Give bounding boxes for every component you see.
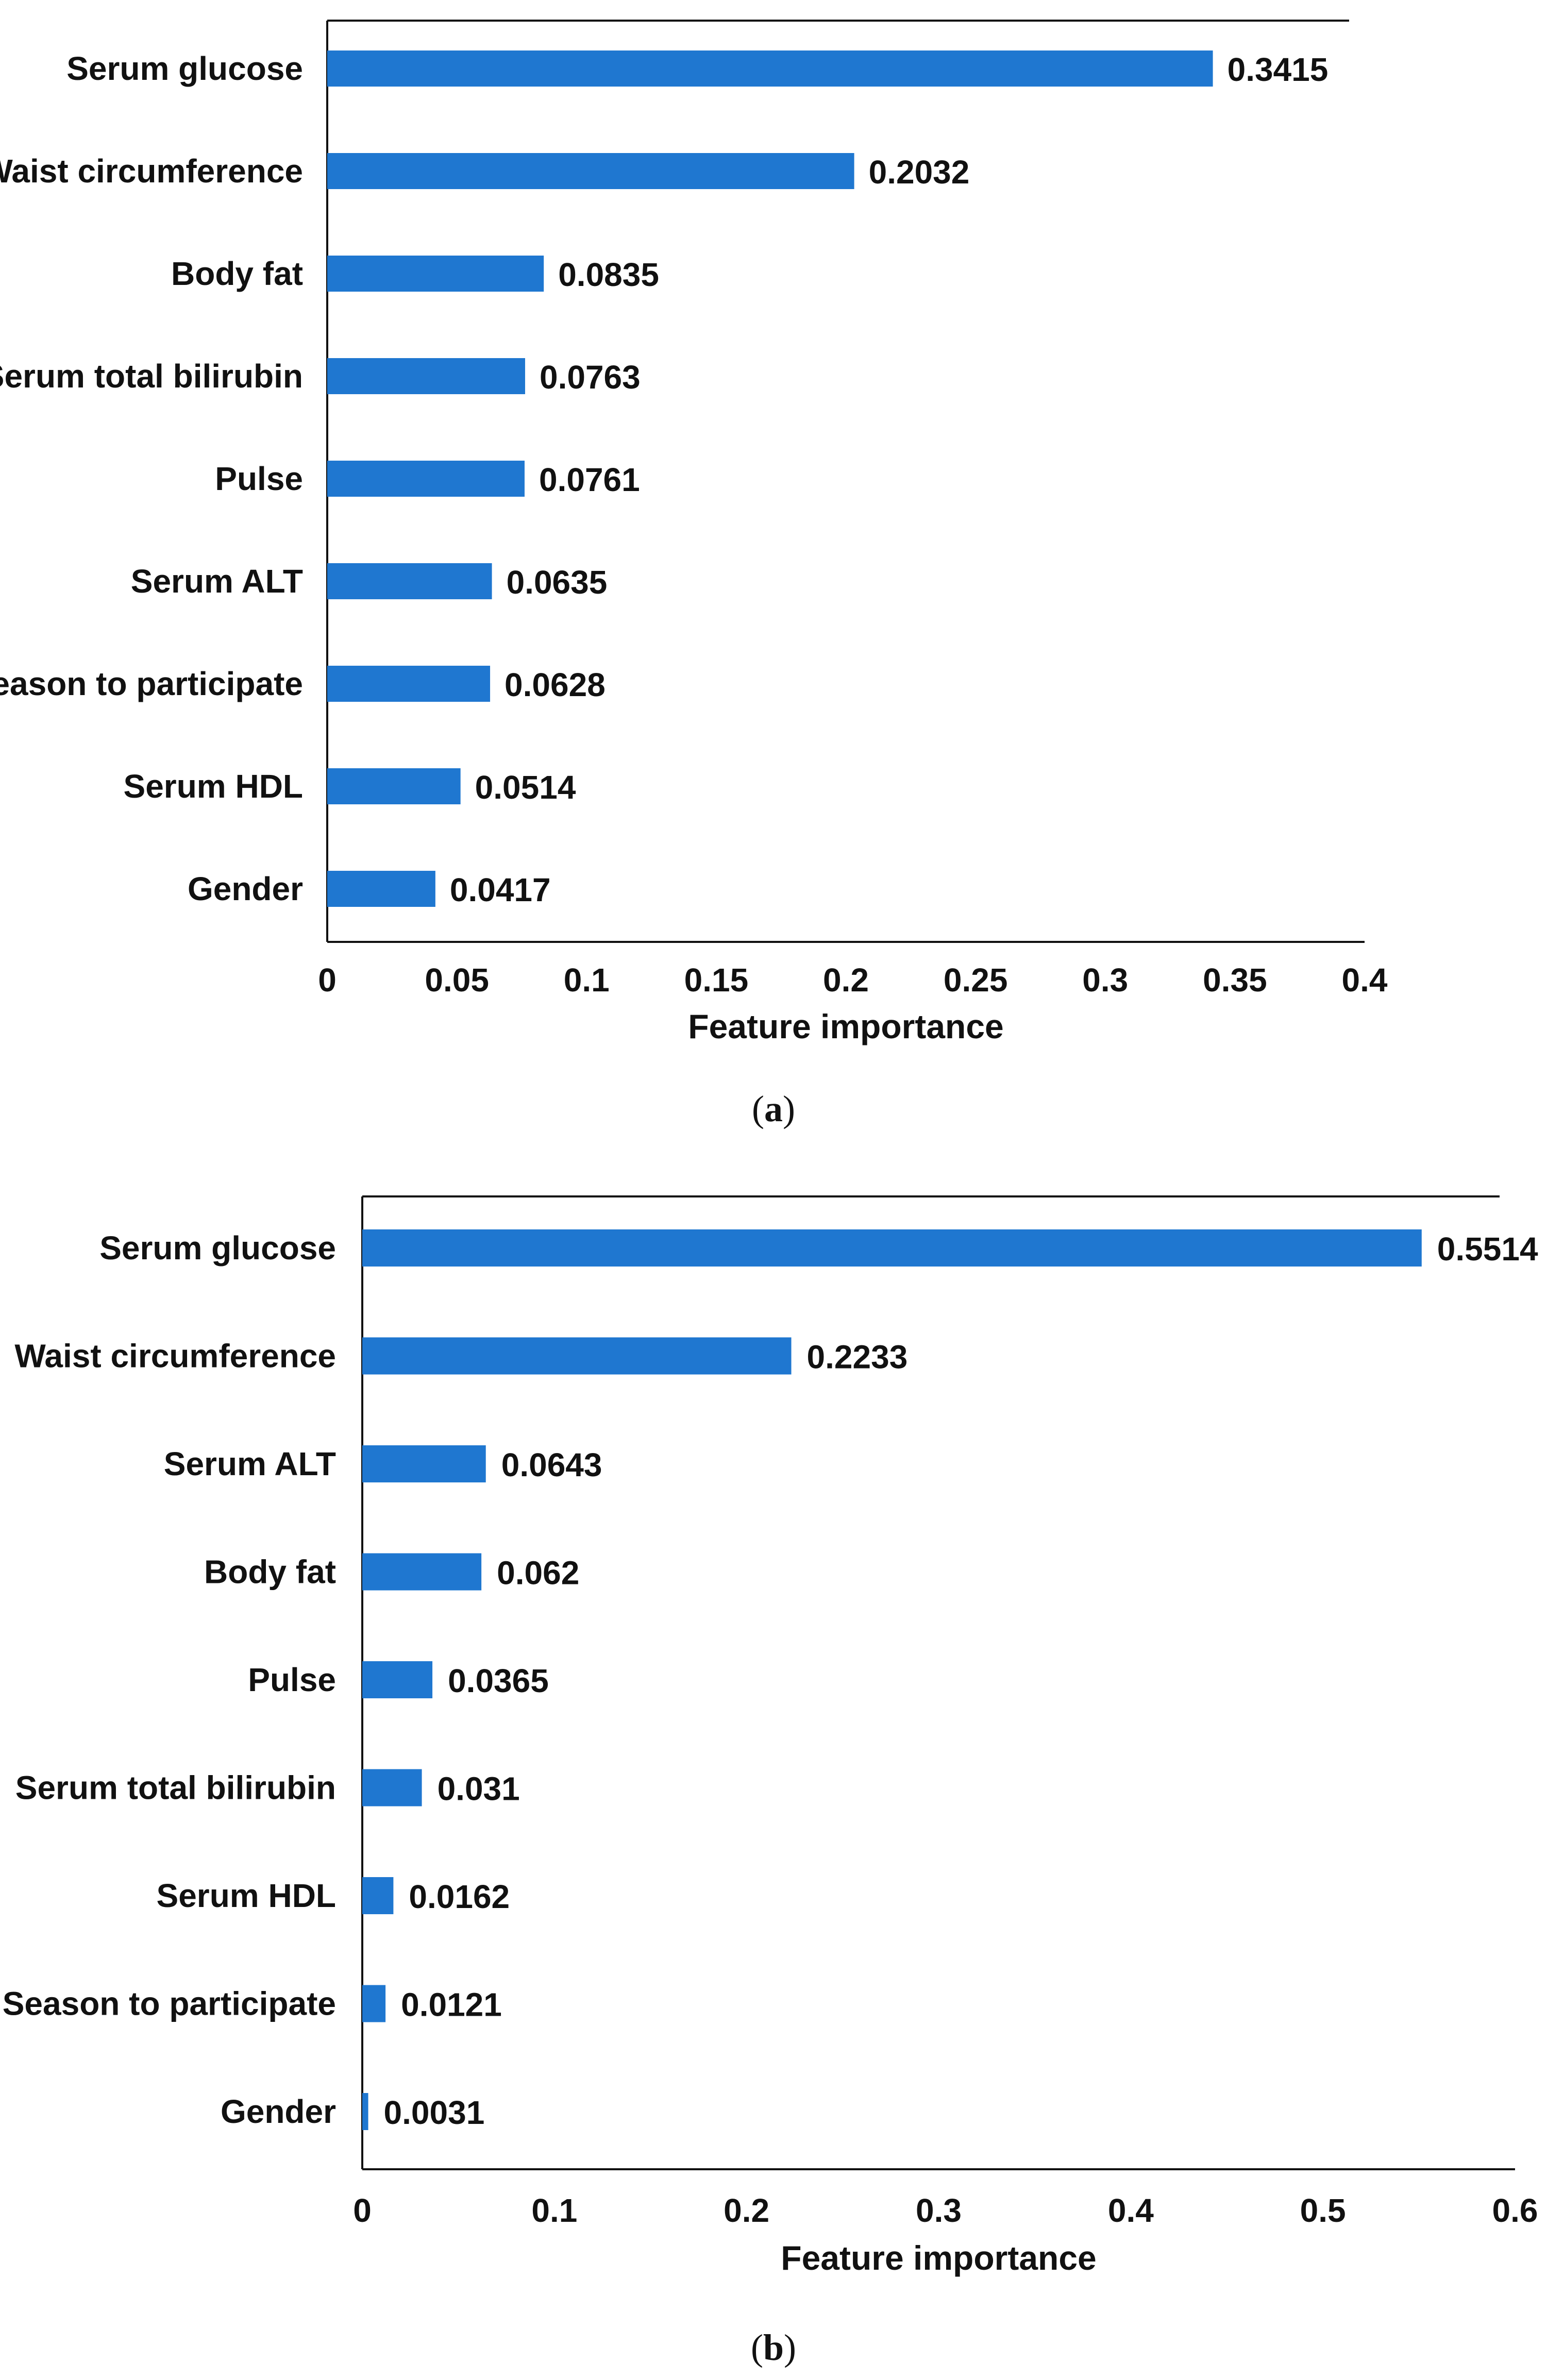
category-label: Serum ALT (131, 563, 303, 600)
category-label: Serum ALT (164, 1445, 336, 1482)
x-tick-label: 0 (318, 961, 337, 999)
x-tick-label: 0.25 (944, 961, 1008, 999)
category-label: Serum HDL (157, 1877, 337, 1914)
bar (362, 1229, 1422, 1267)
bar (362, 2093, 368, 2130)
x-tick-label: 0.05 (425, 961, 489, 999)
x-tick-label: 0.3 (916, 2192, 962, 2229)
x-axis-title: Feature importance (688, 1007, 1004, 1045)
x-tick-label: 0.4 (1108, 2192, 1154, 2229)
bar (362, 1985, 386, 2022)
value-label: 0.3415 (1227, 51, 1329, 88)
value-label: 0.0417 (450, 871, 551, 908)
value-label: 0.0643 (501, 1446, 602, 1483)
bar (327, 461, 525, 497)
category-label: Season to participate (0, 665, 303, 702)
panel-caption: (b) (751, 2327, 796, 2368)
category-label: Season to participate (3, 1985, 336, 2022)
category-label: Gender (221, 2093, 336, 2130)
bar (327, 358, 525, 394)
x-tick-label: 0.1 (531, 2192, 577, 2229)
panel-label: a (764, 1088, 783, 1129)
x-tick-label: 0.2 (823, 961, 869, 999)
value-label: 0.0835 (558, 256, 659, 293)
category-label: Serum total bilirubin (15, 1769, 336, 1807)
bar (327, 871, 435, 907)
chart-panel-a: Serum glucose 0.3415 Waist circumference 0.… (0, 20, 1388, 1129)
x-tick-label: 0.6 (1492, 2192, 1538, 2229)
chart-panel-b: Serum glucose 0.5514 Waist circumference 0.… (3, 1195, 1538, 2368)
category-label: Pulse (248, 1661, 336, 1698)
bar (327, 50, 1213, 87)
value-label: 0.031 (438, 1770, 520, 1808)
value-label: 0.2233 (807, 1339, 908, 1376)
value-label: 0.0763 (540, 359, 641, 396)
x-tick-label: 0.2 (724, 2192, 769, 2229)
value-label: 0.0514 (475, 769, 576, 806)
category-label: Waist circumference (0, 153, 303, 190)
bar (327, 153, 854, 189)
category-label: Serum glucose (66, 50, 303, 87)
value-label: 0.0761 (539, 461, 640, 498)
value-label: 0.0635 (507, 564, 608, 601)
category-label: Serum HDL (124, 768, 304, 805)
bar (327, 563, 492, 599)
x-tick-label: 0.5 (1300, 2192, 1346, 2229)
bar (362, 1445, 486, 1482)
x-tick-label: 0.4 (1342, 961, 1388, 999)
category-label: Serum total bilirubin (0, 358, 303, 395)
x-tick-label: 0 (353, 2192, 372, 2229)
bar (327, 666, 491, 702)
value-label: 0.0031 (384, 2094, 485, 2131)
category-label: Serum glucose (99, 1229, 336, 1267)
bar (362, 1337, 792, 1375)
category-label: Body fat (171, 255, 303, 292)
value-label: 0.0121 (401, 1986, 502, 2023)
x-tick-label: 0.15 (684, 961, 749, 999)
bar (362, 1661, 433, 1698)
x-tick-label: 0.3 (1082, 961, 1128, 999)
x-tick-label: 0.35 (1203, 961, 1267, 999)
x-axis-title: Feature importance (781, 2239, 1097, 2277)
bar (327, 768, 461, 804)
value-label: 0.2032 (869, 154, 970, 191)
value-label: 0.0628 (505, 666, 606, 703)
panel-caption: (a) (752, 1088, 795, 1129)
bar (362, 1877, 394, 1914)
bar (327, 256, 544, 292)
value-label: 0.062 (497, 1555, 579, 1592)
category-label: Gender (188, 870, 303, 907)
category-label: Pulse (215, 460, 303, 497)
bar (362, 1769, 422, 1807)
value-label: 0.0365 (448, 1662, 549, 1699)
value-label: 0.5514 (1437, 1230, 1538, 1268)
x-tick-label: 0.1 (564, 961, 610, 999)
category-label: Body fat (204, 1554, 336, 1591)
panel-label: b (763, 2327, 784, 2368)
category-label: Waist circumference (14, 1338, 336, 1375)
value-label: 0.0162 (409, 1878, 510, 1915)
bar (362, 1553, 482, 1591)
